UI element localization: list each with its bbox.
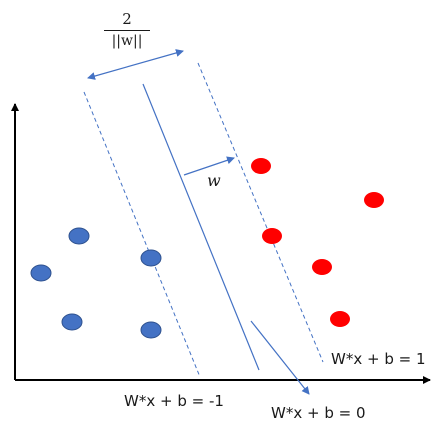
lower-margin-line	[83, 91, 201, 378]
margin-width-arrow	[87, 49, 184, 80]
decision-boundary-line	[142, 83, 260, 371]
upper-margin-equation: W*x + b = 1	[331, 350, 426, 368]
upper-margin-line	[197, 62, 324, 363]
positive-class-points	[251, 158, 384, 327]
positive-point	[364, 192, 384, 208]
margin-denominator: ||w||	[111, 33, 143, 49]
w-vector-label: w	[207, 171, 221, 190]
positive-point	[251, 158, 271, 174]
margin-numerator: 2	[122, 10, 132, 28]
negative-point	[140, 321, 162, 339]
negative-point	[61, 313, 83, 331]
positive-point	[330, 311, 350, 327]
positive-point	[312, 259, 332, 275]
margin-width-label: 2 ||w||	[104, 10, 150, 49]
negative-point	[140, 249, 162, 267]
positive-point	[262, 228, 282, 244]
negative-point	[68, 227, 90, 245]
lower-margin-equation: W*x + b = -1	[124, 392, 224, 410]
boundary-pointer-arrow	[250, 320, 310, 395]
negative-class-points	[30, 227, 162, 339]
negative-point	[30, 264, 52, 282]
boundary-equation: W*x + b = 0	[271, 404, 366, 422]
fraction-bar	[104, 30, 150, 31]
w-vector-arrow	[183, 156, 235, 176]
